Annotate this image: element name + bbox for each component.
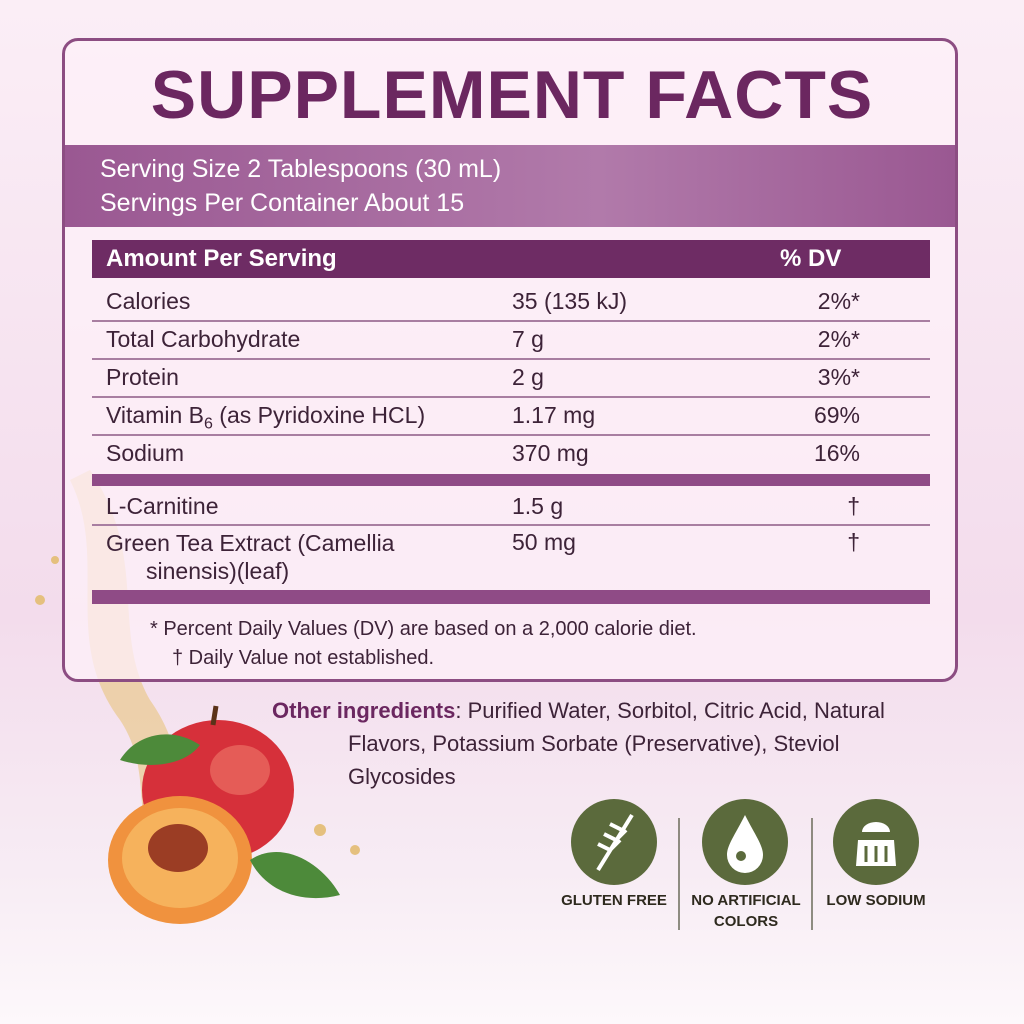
daily-value: † xyxy=(847,493,860,519)
section-bar xyxy=(92,590,930,604)
nutrient-name: Protein xyxy=(106,364,179,390)
serving-band xyxy=(65,145,955,227)
drop-dot xyxy=(736,851,746,861)
section-bar xyxy=(92,474,930,486)
nutrient-name: Total Carbohydrate xyxy=(106,326,301,352)
daily-value: 16% xyxy=(813,440,860,466)
row-rule xyxy=(92,396,930,398)
daily-value: 2%* xyxy=(817,288,860,314)
footnote: * Percent Daily Values (DV) are based on… xyxy=(150,618,697,640)
amount: 1.17 mg xyxy=(512,402,596,428)
shaker-lines xyxy=(864,846,888,862)
leaf xyxy=(250,852,340,899)
row-rule xyxy=(92,358,930,360)
wheat-icon xyxy=(596,813,634,872)
drop xyxy=(350,845,360,855)
badge-label: GLUTEN FREE xyxy=(561,892,667,909)
row-rule xyxy=(92,320,930,322)
nutrient-name: Sodium xyxy=(106,440,184,466)
badge-label: LOW SODIUM xyxy=(826,892,926,909)
apple-highlight xyxy=(210,745,270,795)
daily-value: 3%* xyxy=(817,364,860,390)
title: SUPPLEMENT FACTS xyxy=(150,57,874,133)
amount: 7 g xyxy=(512,326,544,352)
nutrient-name: Green Tea Extract (Camellia sinensis)(le… xyxy=(106,530,395,584)
nutrient-name: L-Carnitine xyxy=(106,493,219,519)
table-header xyxy=(92,240,930,278)
nutrient-name-text: Vitamin B xyxy=(106,402,205,428)
drop-icon xyxy=(727,815,763,873)
drop xyxy=(51,556,59,564)
other-ingredients: Other ingredients: Purified Water, Sorbi… xyxy=(272,694,952,793)
header-amount: Amount Per Serving xyxy=(106,245,337,272)
ingredients-text: : Purified Water, Sorbitol, Citric Acid,… xyxy=(348,698,885,789)
row-rule xyxy=(92,434,930,436)
leaf xyxy=(120,734,200,765)
ingredients-label: Other ingredients xyxy=(272,698,456,723)
nutrient-name: Calories xyxy=(106,288,191,314)
apple-stem xyxy=(210,705,219,726)
badge-label: NO ARTIFICIAL COLORS xyxy=(691,892,801,930)
footnote: † Daily Value not established. xyxy=(172,647,435,669)
daily-value: † xyxy=(847,529,860,555)
amount: 2 g xyxy=(512,364,544,390)
daily-value: 69% xyxy=(813,402,860,428)
amount: 1.5 g xyxy=(512,493,564,519)
nutrient-name-suffix: (as Pyridoxine HCL) xyxy=(212,402,426,428)
nutrient-name: Vitamin B6 (as Pyridoxine HCL) xyxy=(106,402,425,434)
peach-pit xyxy=(148,824,208,872)
drop xyxy=(35,595,45,605)
amount: 370 mg xyxy=(512,440,589,466)
header-dv: % DV xyxy=(780,245,842,272)
amount: 35 (135 kJ) xyxy=(512,288,628,314)
amount: 50 mg xyxy=(512,529,576,555)
drop xyxy=(314,824,326,836)
row-rule xyxy=(92,524,930,526)
servings-per-container: Servings Per Container About 15 xyxy=(100,189,465,217)
daily-value: 2%* xyxy=(817,326,860,352)
serving-size: Serving Size 2 Tablespoons (30 mL) xyxy=(100,155,502,183)
nutrient-subscript: 6 xyxy=(204,415,213,433)
